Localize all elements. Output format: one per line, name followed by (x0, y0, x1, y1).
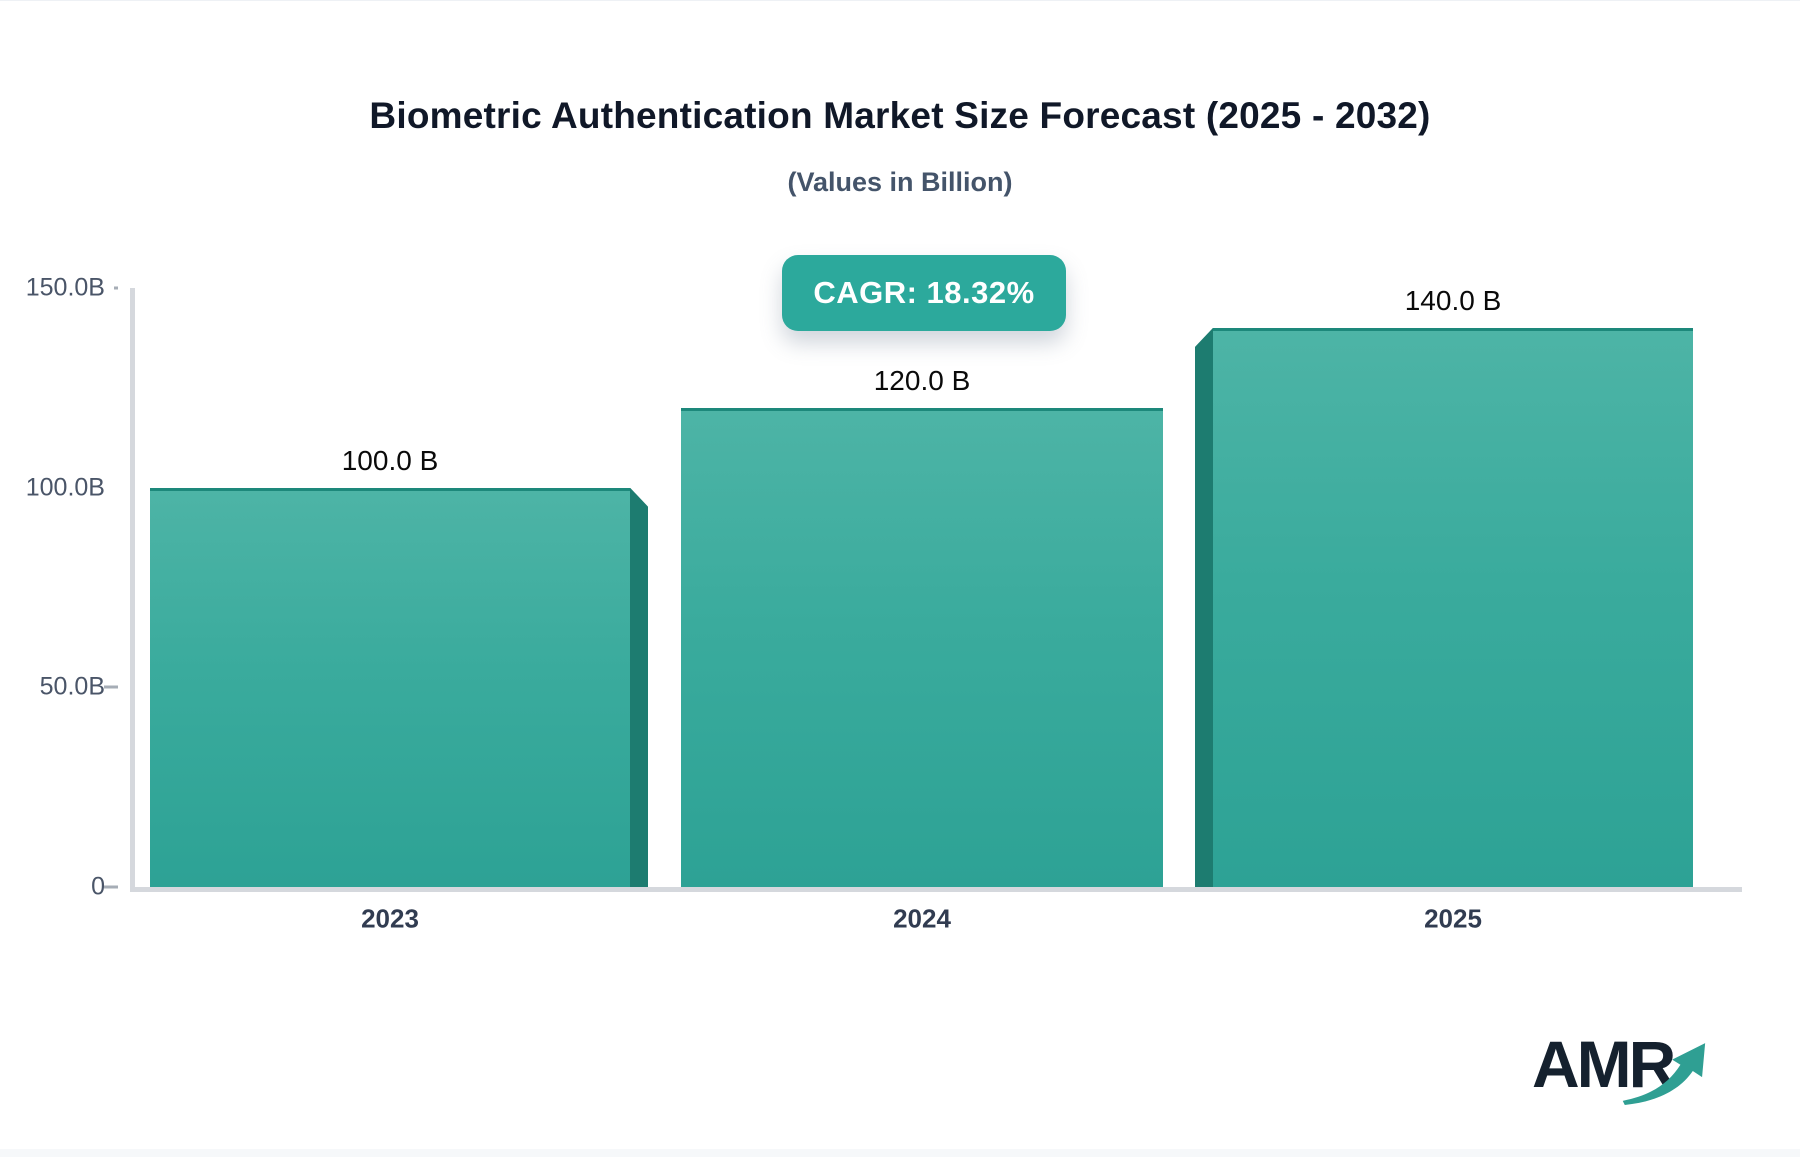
trend-up-arrow-icon (1622, 1043, 1706, 1105)
y-axis-tick-mark (104, 685, 118, 689)
y-axis-tick-label: 0 (91, 872, 105, 901)
chart-subtitle: (Values in Billion) (787, 167, 1013, 197)
bottom-strip (0, 1149, 1800, 1157)
bar-value-label: 100.0 B (341, 444, 439, 476)
x-axis-category-label: 2023 (361, 903, 419, 934)
bar-3d-side-2025 (1195, 327, 1213, 887)
bar-2025 (1213, 327, 1693, 887)
y-axis-tick-mark (104, 885, 118, 889)
x-axis-line (130, 887, 1742, 892)
y-axis-line (130, 288, 135, 892)
y-axis-tick-mark (114, 286, 118, 290)
amr-logo: AMR (1532, 1031, 1722, 1111)
y-axis-tick-label: 100.0B (25, 473, 105, 502)
cagr-badge: CAGR: 18.32% (782, 255, 1066, 331)
bar-2023 (150, 487, 630, 887)
x-axis-category-label: 2025 (1424, 903, 1482, 934)
bar-3d-side-2023 (630, 487, 648, 887)
x-axis-category-label: 2024 (893, 903, 951, 934)
amr-logo-text: AMR (1532, 1027, 1676, 1101)
y-axis-tick-label: 50.0B (39, 672, 105, 701)
bar-value-label: 120.0 B (873, 364, 971, 396)
bar-2024 (681, 407, 1163, 887)
y-axis-tick-label: 150.0B (25, 273, 105, 302)
cagr-badge-label: CAGR: 18.32% (813, 275, 1035, 310)
chart-title: Biometric Authentication Market Size For… (369, 95, 1431, 136)
bar-value-label: 140.0 B (1404, 284, 1502, 316)
